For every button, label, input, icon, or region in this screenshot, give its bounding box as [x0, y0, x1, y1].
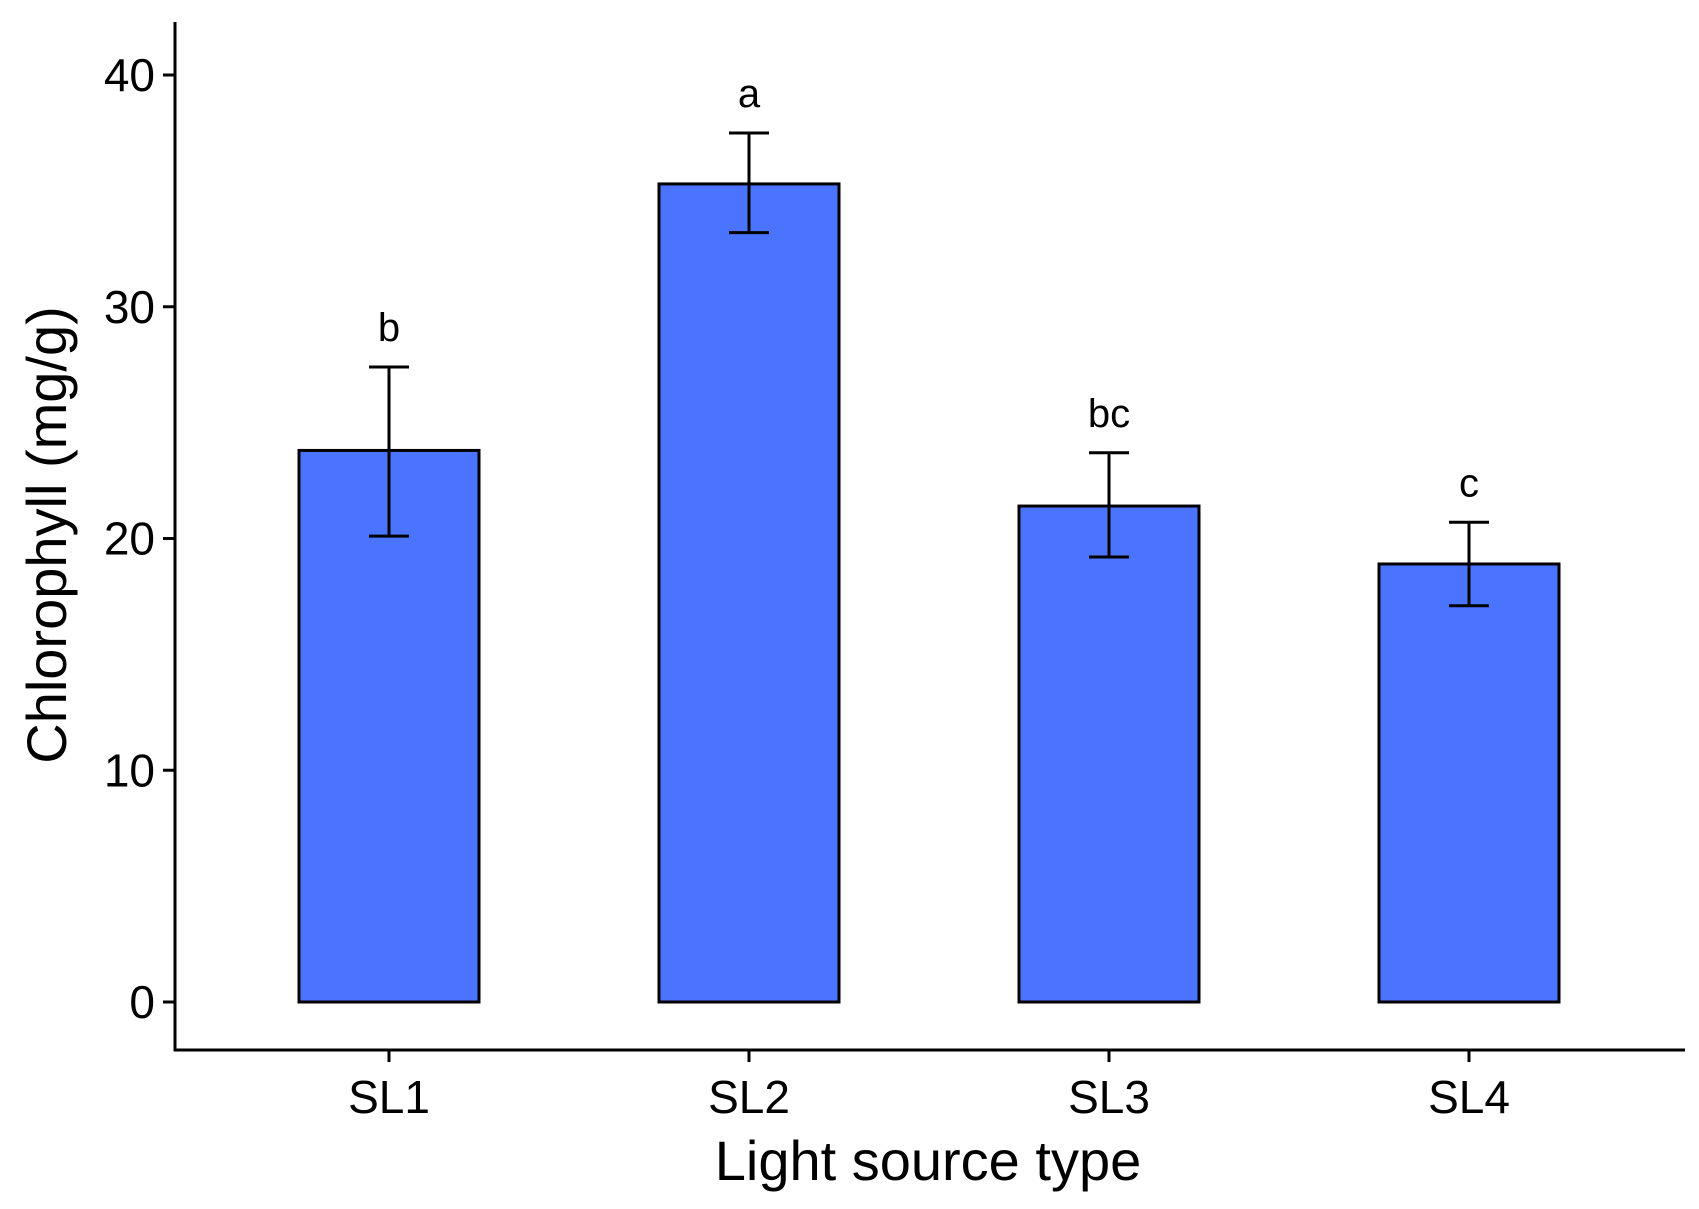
significance-label-sl1: b: [378, 306, 400, 350]
x-tick-label-sl1: SL1: [348, 1071, 430, 1123]
ticks-layer: 0 10 20 30 40 SL1 SL2 SL3 SL4: [104, 49, 1510, 1123]
significance-labels-layer: b a bc c: [378, 72, 1479, 505]
y-axis-title: Chlorophyll (mg/g): [15, 306, 78, 764]
x-axis-title: Light source type: [715, 1129, 1141, 1192]
y-tick-label-0: 0: [129, 976, 155, 1028]
significance-label-sl2: a: [738, 72, 761, 116]
error-bar-sl3: [1089, 451, 1129, 559]
significance-label-sl3: bc: [1088, 392, 1130, 436]
x-tick-label-sl2: SL2: [708, 1071, 790, 1123]
bar-sl3: [1017, 504, 1201, 1004]
errorbars-layer: [369, 131, 1489, 608]
y-tick-label-20: 20: [104, 513, 155, 565]
y-tick-label-30: 30: [104, 281, 155, 333]
x-tick-label-sl3: SL3: [1068, 1071, 1150, 1123]
bar-sl1: [297, 448, 481, 1004]
error-bar-sl1: [369, 365, 409, 538]
axes-layer: [173, 22, 1685, 1052]
y-tick-label-40: 40: [104, 49, 155, 101]
error-bar-sl2: [729, 131, 769, 235]
bar-sl2: [657, 182, 841, 1004]
bars-layer: [297, 182, 1561, 1004]
x-tick-label-sl4: SL4: [1428, 1071, 1510, 1123]
error-bar-sl4: [1449, 520, 1489, 608]
bar-sl4: [1377, 562, 1561, 1004]
significance-label-sl4: c: [1459, 461, 1479, 505]
y-tick-label-10: 10: [104, 744, 155, 796]
